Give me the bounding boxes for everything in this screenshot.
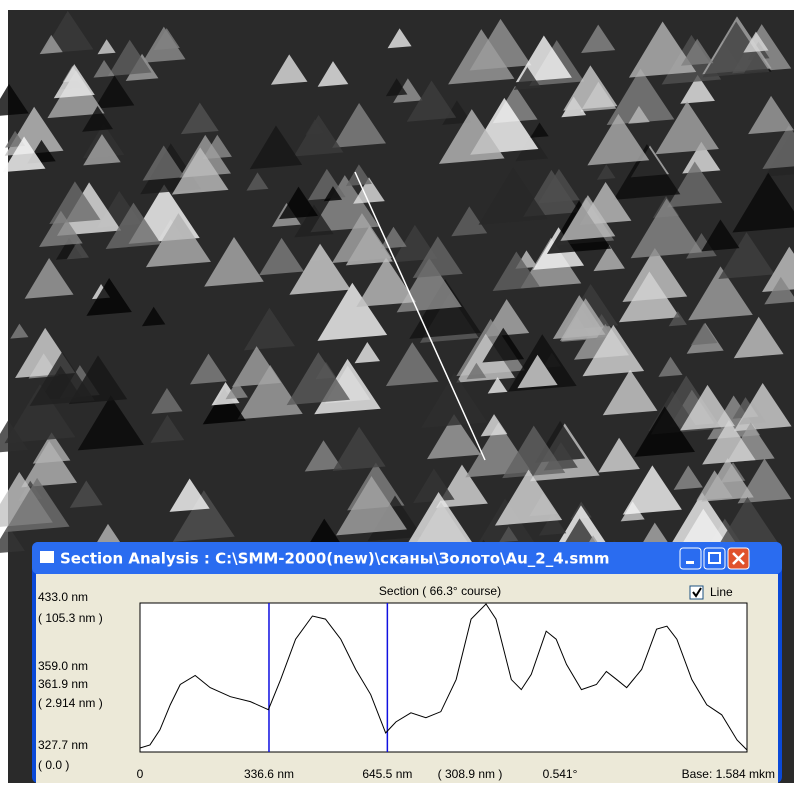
cursor-label: 645.5 nm — [362, 767, 412, 781]
checkbox-label: Line — [710, 585, 733, 599]
y-bottom-delta: ( 0.0 ) — [38, 758, 69, 772]
y-top-label: 433.0 nm — [38, 590, 88, 604]
minimize-button[interactable] — [680, 548, 701, 569]
section-title: Section ( 66.3° course) — [379, 584, 501, 598]
cursor-y2: 361.9 nm — [38, 677, 88, 691]
maximize-button[interactable] — [704, 548, 725, 569]
angle: 0.541° — [543, 767, 578, 781]
page: Section Analysis : C:\SMM-2000(new)\скан… — [0, 0, 794, 783]
y-bottom-label: 327.7 nm — [38, 738, 88, 752]
minimize-icon — [686, 561, 694, 564]
y-top-delta: ( 105.3 nm ) — [38, 611, 103, 625]
cursor-y1: 359.0 nm — [38, 659, 88, 673]
window-title: Section Analysis : C:\SMM-2000(new)\скан… — [60, 550, 610, 568]
cursor-dy: ( 2.914 nm ) — [38, 696, 103, 710]
x-start-label: 0 — [137, 767, 144, 781]
cursor-label: 336.6 nm — [244, 767, 294, 781]
screen: Section Analysis : C:\SMM-2000(new)\скан… — [0, 0, 794, 783]
cursor-dx: ( 308.9 nm ) — [438, 767, 503, 781]
x-end-label: Base: 1.584 mkm — [682, 767, 775, 781]
plot-area — [140, 603, 747, 752]
window-icon — [40, 551, 54, 563]
